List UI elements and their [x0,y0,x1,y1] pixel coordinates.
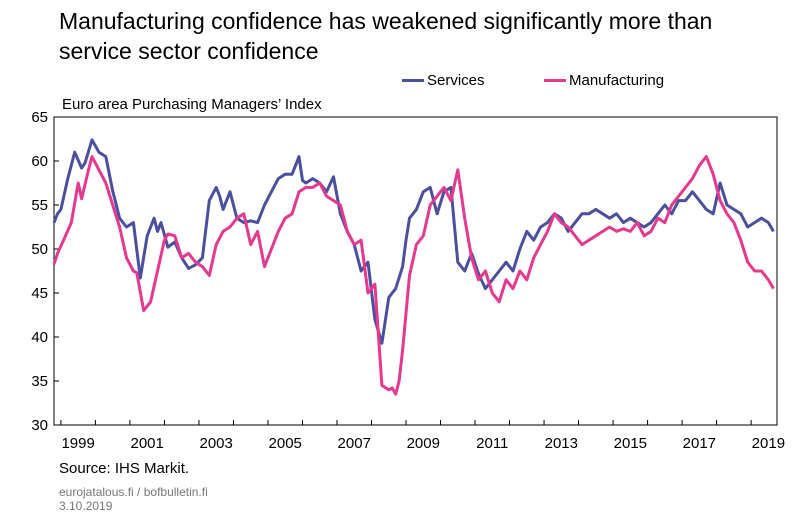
y-axis: 30 35 40 45 50 55 60 65 [31,109,59,434]
x-tick-label: 2015 [614,435,647,452]
y-tick-label: 65 [31,109,48,126]
y-tick-label: 45 [31,285,48,302]
x-tick-label: 1999 [61,435,94,452]
source-note: Source: IHS Markit. [59,460,190,477]
site-note: eurojatalous.fi / bofbulletin.fi [59,485,208,499]
x-tick-label: 2007 [338,435,371,452]
legend-label-services: Services [427,72,485,89]
legend-swatch-services [402,79,424,82]
chart-subtitle: Euro area Purchasing Managers’ Index [62,96,322,113]
x-tick-label: 2011 [476,435,508,452]
series-line-manufacturing [52,155,775,396]
y-tick-label: 55 [31,197,48,214]
legend-item-services: Services [402,72,485,89]
x-tick-label: 2019 [752,435,785,452]
date-note: 3.10.2019 [59,499,113,513]
x-tick-label: 2013 [545,435,578,452]
x-tick-label: 2005 [269,435,302,452]
x-tick-label: 2003 [200,435,233,452]
x-axis: 1999 2001 2003 2005 2007 2009 2011 2013 2015 2017… [60,420,785,452]
series-line-services [52,138,775,345]
y-tick-label: 30 [31,417,48,434]
legend-label-manufacturing: Manufacturing [569,72,665,89]
x-tick-label: 2017 [683,435,716,452]
x-tick-label: 2001 [130,435,163,452]
plot-frame [53,116,778,426]
x-tick-label: 2009 [407,435,440,452]
chart-title: Manufacturing confidence has weakened si… [59,8,713,64]
series-lines [52,138,775,396]
y-tick-label: 35 [31,373,48,390]
legend-swatch-manufacturing [544,79,566,82]
legend-item-manufacturing: Manufacturing [544,72,664,89]
y-tick-label: 50 [31,241,48,258]
y-tick-label: 60 [31,153,48,170]
y-tick-label: 40 [31,329,48,346]
